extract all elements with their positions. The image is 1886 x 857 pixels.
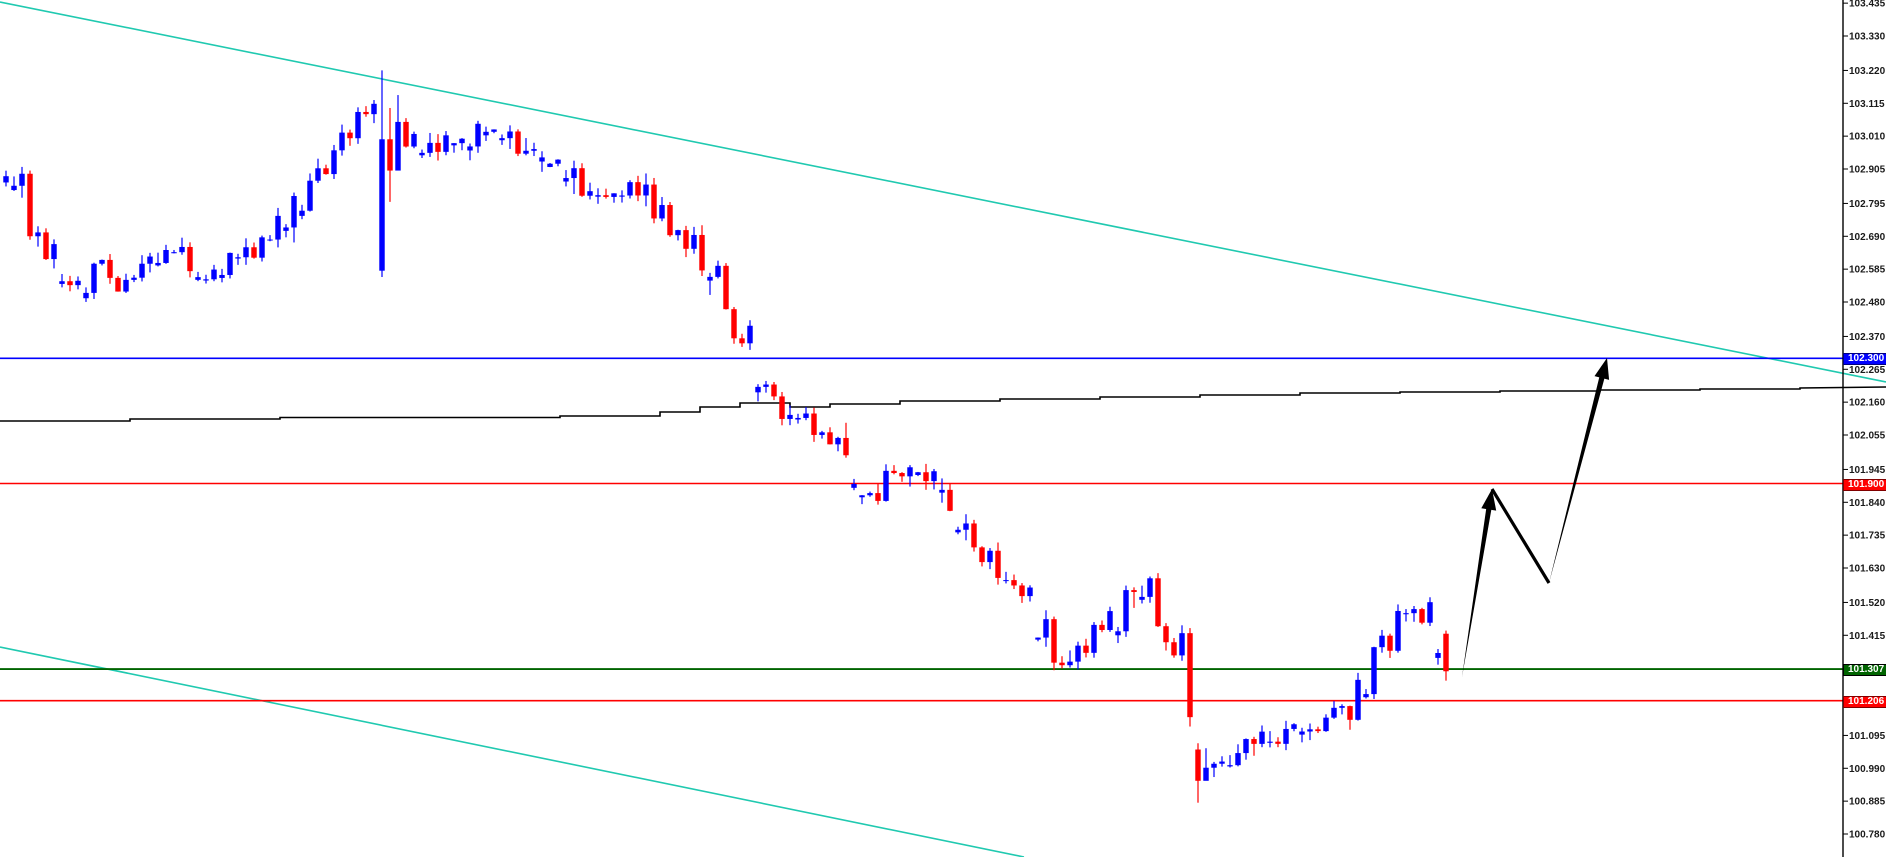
svg-text:102.690: 102.690 [1849, 232, 1886, 243]
svg-text:100.990: 100.990 [1849, 764, 1886, 775]
svg-text:102.160: 102.160 [1849, 398, 1886, 409]
svg-text:102.265: 102.265 [1849, 365, 1886, 376]
svg-text:101.735: 101.735 [1849, 531, 1886, 542]
svg-text:103.010: 103.010 [1849, 132, 1886, 143]
svg-text:102.480: 102.480 [1849, 298, 1886, 309]
svg-text:102.905: 102.905 [1849, 165, 1886, 176]
svg-text:101.520: 101.520 [1849, 598, 1886, 609]
svg-text:102.370: 102.370 [1849, 332, 1886, 343]
svg-text:102.795: 102.795 [1849, 199, 1886, 210]
svg-text:101.415: 101.415 [1849, 631, 1886, 642]
svg-text:102.055: 102.055 [1849, 431, 1886, 442]
svg-text:103.435: 103.435 [1849, 0, 1886, 10]
svg-text:103.220: 103.220 [1849, 66, 1886, 77]
svg-text:103.115: 103.115 [1849, 99, 1885, 110]
svg-text:101.945: 101.945 [1849, 465, 1886, 476]
svg-text:101.630: 101.630 [1849, 564, 1886, 575]
svg-text:101.840: 101.840 [1849, 498, 1886, 509]
svg-text:100.780: 100.780 [1849, 830, 1886, 841]
svg-text:101.095: 101.095 [1849, 731, 1886, 742]
svg-text:100.885: 100.885 [1849, 797, 1886, 808]
svg-text:103.330: 103.330 [1849, 32, 1886, 43]
svg-text:102.585: 102.585 [1849, 265, 1886, 276]
